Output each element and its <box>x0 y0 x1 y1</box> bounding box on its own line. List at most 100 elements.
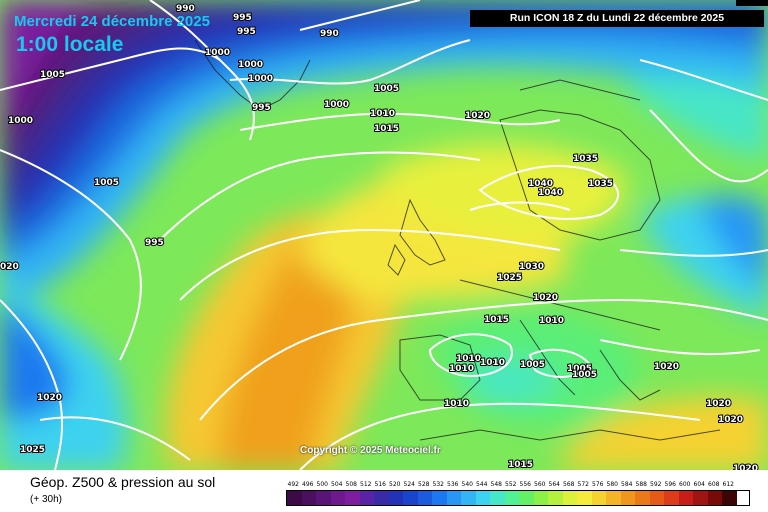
scale-swatch <box>374 491 389 505</box>
scale-swatch <box>533 491 548 505</box>
isobar-label: 1000 <box>324 100 349 110</box>
isobar-label: 1025 <box>497 273 522 283</box>
isobar-label: 1020 <box>37 393 62 403</box>
scale-value: 560 <box>534 481 546 488</box>
scale-value: 524 <box>403 481 415 488</box>
isobar-label: 1000 <box>205 48 230 58</box>
isobar-label: 1020 <box>718 415 743 425</box>
coastlines <box>194 39 721 441</box>
scale-value: 492 <box>287 481 299 488</box>
isobar-label: 1000 <box>248 74 273 84</box>
scale-value: 584 <box>621 481 633 488</box>
scale-swatch <box>562 491 577 505</box>
scale-value: 604 <box>693 481 705 488</box>
isobar-labels: 990 995 995 990 1000 1000 1000 1005 1005 995 1000 1… <box>0 3 759 470</box>
color-scale-labels: 492 496 500 504 508 512 516 520 524 528 532 536 540 5… <box>286 480 750 490</box>
scale-value: 520 <box>389 481 401 488</box>
copyright-text: Copyright © 2025 Meteociel.fr <box>300 445 441 456</box>
scale-value: 600 <box>679 481 691 488</box>
isobar-label: 1010 <box>456 354 481 364</box>
scale-swatch <box>330 491 345 505</box>
isobar-label: 1000 <box>238 60 263 70</box>
scale-value: 548 <box>490 481 502 488</box>
scale-value: 556 <box>519 481 531 488</box>
isobar-label: 020 <box>0 262 19 272</box>
scale-value: 528 <box>418 481 430 488</box>
isobar-lines <box>0 0 768 470</box>
top-corner-bar <box>736 0 768 6</box>
isobar-label: 1035 <box>573 154 598 164</box>
isobar-label: 1020 <box>706 399 731 409</box>
model-run-info: Run ICON 18 Z du Lundi 22 décembre 2025 <box>470 10 764 27</box>
forecast-time: 1:00 locale <box>16 33 124 56</box>
scale-swatch <box>606 491 621 505</box>
scale-value: 500 <box>316 481 328 488</box>
isobar-label: 1015 <box>508 460 533 470</box>
scale-swatch <box>722 491 737 505</box>
isobar-label: 1020 <box>533 293 558 303</box>
isobar-label: 1005 <box>520 360 545 370</box>
isobar-label: 1010 <box>444 399 469 409</box>
isobar-label: 1000 <box>8 116 33 126</box>
isobar-label: 1005 <box>40 70 65 80</box>
map-canvas: 990 995 995 990 1000 1000 1000 1005 1005 995 1000 1… <box>0 0 768 470</box>
scale-value: 532 <box>432 481 444 488</box>
isobar-label: 990 <box>176 4 195 14</box>
scale-swatch <box>388 491 403 505</box>
color-scale-swatches <box>286 490 750 506</box>
isobar-label: 1015 <box>374 124 399 134</box>
scale-value: 504 <box>331 481 343 488</box>
scale-swatch <box>504 491 519 505</box>
scale-value: 496 <box>302 481 314 488</box>
isobar-label: 1010 <box>449 364 474 374</box>
isobar-label: 1035 <box>588 179 613 189</box>
scale-swatch <box>664 491 679 505</box>
scale-value: 544 <box>476 481 488 488</box>
color-scale: 492 496 500 504 508 512 516 520 524 528 532 536 540 5… <box>286 480 750 506</box>
scale-swatch <box>345 491 360 505</box>
scale-value: 572 <box>577 481 589 488</box>
scale-swatch <box>591 491 606 505</box>
legend-panel: Géop. Z500 & pression au sol (+ 30h) 492… <box>0 470 768 512</box>
scale-swatch <box>475 491 490 505</box>
isobar-label: 995 <box>237 27 256 37</box>
scale-value: 592 <box>650 481 662 488</box>
isobar-label: 1025 <box>20 445 45 455</box>
scale-swatch <box>301 491 316 505</box>
scale-value: 588 <box>635 481 647 488</box>
isobar-label: 990 <box>320 29 339 39</box>
scale-value: 516 <box>374 481 386 488</box>
scale-value: 564 <box>548 481 560 488</box>
isobar-label: 1020 <box>465 111 490 121</box>
isobar-label: 1020 <box>733 464 758 470</box>
isobar-label: 1015 <box>484 315 509 325</box>
scale-swatch <box>707 491 722 505</box>
isobar-label: 995 <box>145 238 164 248</box>
scale-swatch <box>417 491 432 505</box>
scale-value: 580 <box>606 481 618 488</box>
scale-swatch <box>678 491 693 505</box>
scale-value: 568 <box>563 481 575 488</box>
isobar-label: 1040 <box>528 179 553 189</box>
legend-subtitle: (+ 30h) <box>30 494 62 505</box>
isobar-label: 995 <box>252 103 271 113</box>
scale-value: 512 <box>360 481 372 488</box>
isobar-label: 1005 <box>567 364 592 374</box>
scale-value: 576 <box>592 481 604 488</box>
scale-swatch <box>316 491 331 505</box>
scale-swatch <box>490 491 505 505</box>
forecast-date: Mercredi 24 décembre 2025 <box>14 13 210 30</box>
scale-swatch <box>548 491 563 505</box>
forecast-map: 990 995 995 990 1000 1000 1000 1005 1005 995 1000 1… <box>0 0 768 470</box>
isobar-label: 1010 <box>480 358 505 368</box>
scale-value: 612 <box>722 481 734 488</box>
isobar-label: 1030 <box>519 262 544 272</box>
scale-value: 608 <box>708 481 720 488</box>
scale-value: 596 <box>664 481 676 488</box>
scale-swatch <box>693 491 708 505</box>
scale-swatch <box>359 491 374 505</box>
scale-value: 536 <box>447 481 459 488</box>
scale-value: 508 <box>345 481 357 488</box>
isobar-label: 1005 <box>94 178 119 188</box>
